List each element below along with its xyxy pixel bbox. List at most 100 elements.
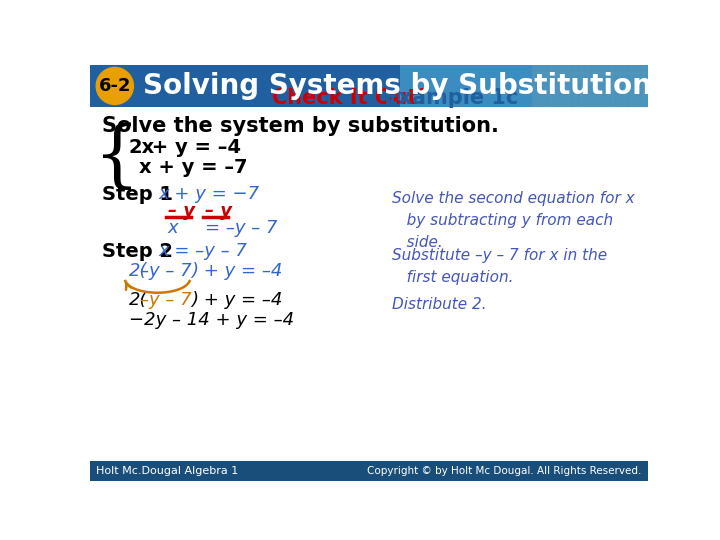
Bar — [569, 82, 575, 90]
Bar — [594, 73, 599, 81]
Bar — [588, 90, 593, 98]
Bar — [544, 90, 549, 98]
Bar — [606, 90, 611, 98]
Text: Step 2: Step 2 — [102, 241, 173, 261]
Bar — [644, 90, 649, 98]
Bar — [600, 99, 606, 106]
Bar — [588, 99, 593, 106]
Text: Example 1c: Example 1c — [377, 88, 518, 108]
Text: Solve the second equation for x
   by subtracting y from each
   side.: Solve the second equation for x by subtr… — [392, 191, 635, 251]
Bar — [612, 73, 618, 81]
Bar — [532, 90, 537, 98]
Bar — [625, 65, 630, 72]
Bar — [550, 73, 556, 81]
Bar — [637, 99, 642, 106]
Bar — [625, 73, 630, 81]
Text: Step 1: Step 1 — [102, 185, 173, 204]
Bar — [649, 82, 655, 90]
Bar — [644, 82, 649, 90]
Text: 2(: 2( — [129, 292, 148, 309]
Bar — [644, 73, 649, 81]
Bar — [600, 73, 606, 81]
Bar — [588, 73, 593, 81]
Bar — [644, 99, 649, 106]
Text: ) + y = –4: ) + y = –4 — [191, 262, 282, 280]
Bar — [637, 73, 642, 81]
Bar — [625, 82, 630, 90]
Bar — [575, 65, 580, 72]
Bar — [569, 99, 575, 106]
Text: −2y – 14 + y = –4: −2y – 14 + y = –4 — [129, 312, 294, 329]
Bar — [563, 99, 568, 106]
Bar — [612, 82, 618, 90]
Bar — [538, 82, 544, 90]
Text: Solving Systems by Substitution: Solving Systems by Substitution — [143, 72, 652, 100]
Bar — [575, 73, 580, 81]
Bar — [557, 82, 562, 90]
Bar — [594, 65, 599, 72]
Bar — [631, 73, 636, 81]
Text: Holt Mc.Dougal Algebra 1: Holt Mc.Dougal Algebra 1 — [96, 465, 238, 476]
Bar — [637, 65, 642, 72]
Bar — [544, 99, 549, 106]
Text: Distribute 2.: Distribute 2. — [392, 298, 487, 312]
Bar — [563, 90, 568, 98]
Text: = –y – 7: = –y – 7 — [204, 219, 277, 237]
Text: {: { — [94, 123, 140, 193]
Bar — [606, 82, 611, 90]
FancyBboxPatch shape — [90, 65, 648, 107]
Bar — [625, 99, 630, 106]
Bar — [649, 65, 655, 72]
Bar — [594, 99, 599, 106]
Bar — [575, 99, 580, 106]
Bar — [563, 73, 568, 81]
Bar — [581, 99, 587, 106]
Bar — [581, 65, 587, 72]
Bar — [550, 99, 556, 106]
Text: Copyright © by Holt Mc Dougal. All Rights Reserved.: Copyright © by Holt Mc Dougal. All Right… — [367, 465, 642, 476]
Bar — [594, 82, 599, 90]
Bar — [606, 99, 611, 106]
Text: 2(: 2( — [129, 262, 148, 280]
Bar — [557, 99, 562, 106]
Bar — [631, 90, 636, 98]
Bar — [575, 82, 580, 90]
Bar — [594, 90, 599, 98]
Bar — [569, 90, 575, 98]
Text: 2x: 2x — [129, 138, 155, 158]
Bar — [644, 65, 649, 72]
Text: – y: – y — [168, 202, 194, 220]
Bar — [538, 90, 544, 98]
Bar — [637, 90, 642, 98]
Bar — [544, 73, 549, 81]
Bar — [637, 82, 642, 90]
Bar — [563, 82, 568, 90]
Text: x + y = –7: x + y = –7 — [139, 158, 248, 178]
FancyBboxPatch shape — [90, 461, 648, 481]
Bar — [612, 65, 618, 72]
Text: 6-2: 6-2 — [99, 77, 131, 95]
Bar — [618, 65, 624, 72]
Bar — [550, 65, 556, 72]
Text: + y = –4: + y = –4 — [145, 138, 241, 158]
Bar — [538, 99, 544, 106]
Text: –y – 7: –y – 7 — [140, 262, 192, 280]
Bar — [557, 90, 562, 98]
Bar — [649, 90, 655, 98]
Text: Check It Out!: Check It Out! — [272, 88, 427, 108]
Text: x + y = −7: x + y = −7 — [158, 185, 259, 203]
Bar — [631, 82, 636, 90]
Bar — [532, 65, 537, 72]
Circle shape — [96, 68, 133, 104]
Bar — [557, 73, 562, 81]
Bar — [588, 65, 593, 72]
Bar — [625, 90, 630, 98]
Bar — [588, 82, 593, 90]
Bar — [631, 65, 636, 72]
Bar — [649, 99, 655, 106]
Bar — [532, 99, 537, 106]
Bar — [532, 82, 537, 90]
Text: Substitute –y – 7 for x in the
   first equation.: Substitute –y – 7 for x in the first equ… — [392, 248, 608, 285]
Bar — [631, 99, 636, 106]
Bar — [544, 82, 549, 90]
